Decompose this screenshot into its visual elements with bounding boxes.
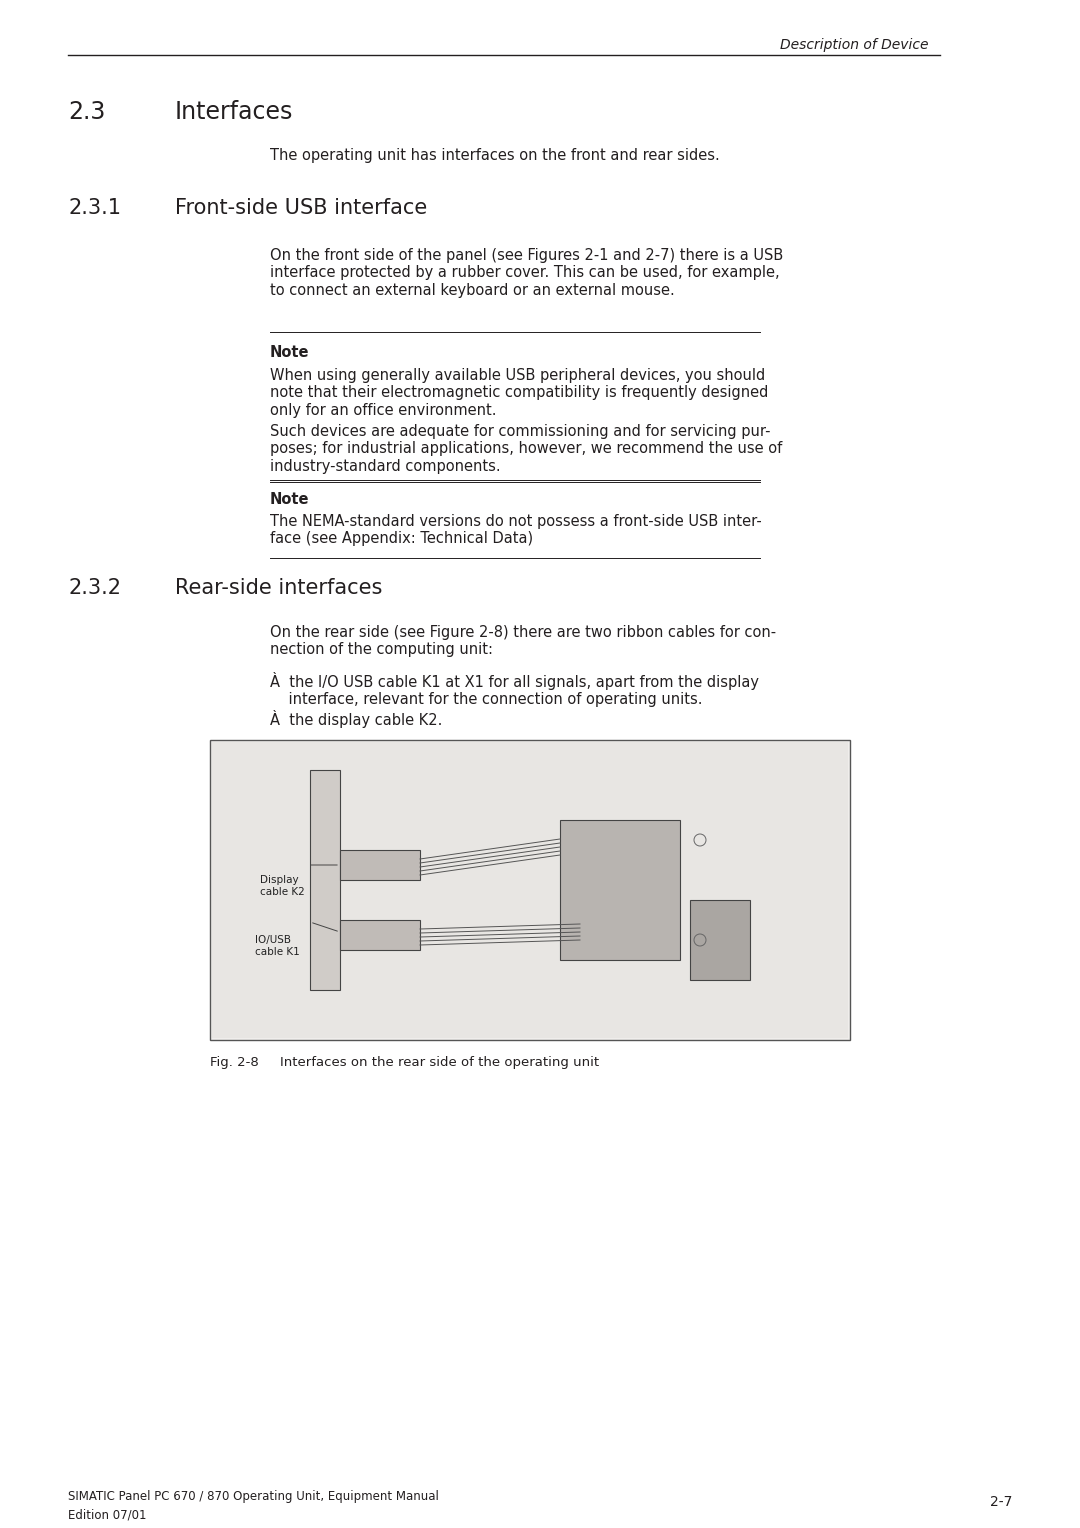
Text: Front-side USB interface: Front-side USB interface — [175, 199, 428, 219]
Text: When using generally available USB peripheral devices, you should
note that thei: When using generally available USB perip… — [270, 368, 768, 417]
Text: On the front side of the panel (see Figures 2-1 and 2-7) there is a USB
interfac: On the front side of the panel (see Figu… — [270, 248, 783, 298]
Text: IO/USB
cable K1: IO/USB cable K1 — [255, 935, 300, 957]
Bar — [310, 770, 340, 990]
Text: Such devices are adequate for commissioning and for servicing pur-
poses; for in: Such devices are adequate for commission… — [270, 423, 782, 474]
Text: À  the display cable K2.: À the display cable K2. — [270, 711, 443, 727]
Text: 2.3.1: 2.3.1 — [68, 199, 121, 219]
Bar — [210, 740, 850, 1041]
Text: 2-7: 2-7 — [990, 1494, 1012, 1510]
Text: Display
cable K2: Display cable K2 — [260, 876, 305, 897]
Bar — [212, 743, 848, 1038]
Bar — [561, 821, 680, 960]
Text: The operating unit has interfaces on the front and rear sides.: The operating unit has interfaces on the… — [270, 148, 719, 163]
Text: Fig. 2-8     Interfaces on the rear side of the operating unit: Fig. 2-8 Interfaces on the rear side of … — [210, 1056, 599, 1070]
Text: Edition 07/01: Edition 07/01 — [68, 1508, 147, 1520]
Text: The NEMA-standard versions do not possess a front-side USB inter-
face (see Appe: The NEMA-standard versions do not posses… — [270, 513, 761, 547]
Text: Interfaces: Interfaces — [175, 99, 294, 124]
Text: Description of Device: Description of Device — [780, 38, 929, 52]
Text: 2.3: 2.3 — [68, 99, 106, 124]
Text: Note: Note — [270, 492, 310, 507]
Bar — [340, 850, 420, 880]
Bar — [340, 920, 420, 950]
Text: SIMATIC Panel PC 670 / 870 Operating Unit, Equipment Manual: SIMATIC Panel PC 670 / 870 Operating Uni… — [68, 1490, 438, 1504]
Text: À  the I/O USB cable K1 at X1 for all signals, apart from the display
    interf: À the I/O USB cable K1 at X1 for all sig… — [270, 672, 759, 707]
Text: On the rear side (see Figure 2-8) there are two ribbon cables for con-
nection o: On the rear side (see Figure 2-8) there … — [270, 625, 777, 657]
Text: Note: Note — [270, 345, 310, 361]
Bar — [690, 900, 750, 979]
Text: 2.3.2: 2.3.2 — [68, 578, 121, 597]
Text: Rear-side interfaces: Rear-side interfaces — [175, 578, 382, 597]
